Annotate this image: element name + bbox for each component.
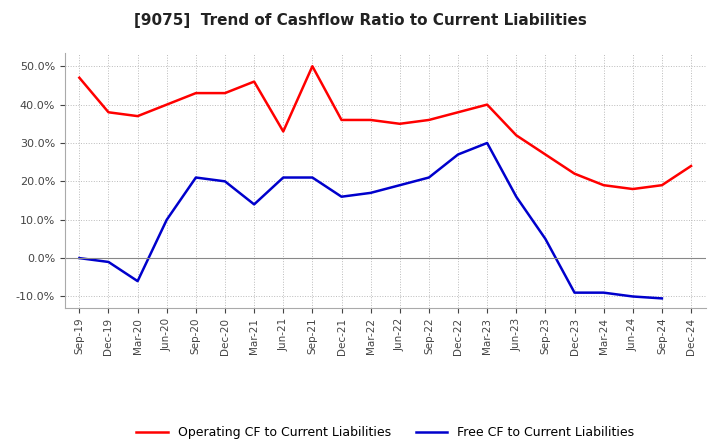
Free CF to Current Liabilities [366,190,375,195]
Operating CF to Current Liabilities [279,129,287,134]
Free CF to Current Liabilities [192,175,200,180]
Free CF to Current Liabilities [454,152,462,157]
Free CF to Current Liabilities [657,296,666,301]
Operating CF to Current Liabilities [454,110,462,115]
Legend: Operating CF to Current Liabilities, Free CF to Current Liabilities: Operating CF to Current Liabilities, Fre… [131,422,639,440]
Operating CF to Current Liabilities [512,133,521,138]
Operating CF to Current Liabilities [337,117,346,123]
Free CF to Current Liabilities [599,290,608,295]
Operating CF to Current Liabilities [570,171,579,176]
Operating CF to Current Liabilities [104,110,113,115]
Free CF to Current Liabilities [163,217,171,222]
Operating CF to Current Liabilities [220,91,229,96]
Free CF to Current Liabilities [337,194,346,199]
Free CF to Current Liabilities [250,202,258,207]
Operating CF to Current Liabilities [483,102,492,107]
Text: [9075]  Trend of Cashflow Ratio to Current Liabilities: [9075] Trend of Cashflow Ratio to Curren… [134,13,586,28]
Operating CF to Current Liabilities [541,152,550,157]
Free CF to Current Liabilities [629,294,637,299]
Operating CF to Current Liabilities [366,117,375,123]
Operating CF to Current Liabilities [192,91,200,96]
Free CF to Current Liabilities [220,179,229,184]
Operating CF to Current Liabilities [687,163,696,169]
Operating CF to Current Liabilities [425,117,433,123]
Free CF to Current Liabilities [75,256,84,261]
Operating CF to Current Liabilities [133,114,142,119]
Operating CF to Current Liabilities [657,183,666,188]
Free CF to Current Liabilities [308,175,317,180]
Free CF to Current Liabilities [133,279,142,284]
Free CF to Current Liabilities [104,259,113,264]
Free CF to Current Liabilities [279,175,287,180]
Operating CF to Current Liabilities [599,183,608,188]
Operating CF to Current Liabilities [163,102,171,107]
Free CF to Current Liabilities [395,183,404,188]
Line: Free CF to Current Liabilities: Free CF to Current Liabilities [79,143,662,298]
Free CF to Current Liabilities [425,175,433,180]
Free CF to Current Liabilities [570,290,579,295]
Free CF to Current Liabilities [512,194,521,199]
Operating CF to Current Liabilities [75,75,84,81]
Operating CF to Current Liabilities [250,79,258,84]
Operating CF to Current Liabilities [308,64,317,69]
Operating CF to Current Liabilities [629,187,637,192]
Line: Operating CF to Current Liabilities: Operating CF to Current Liabilities [79,66,691,189]
Free CF to Current Liabilities [541,236,550,242]
Free CF to Current Liabilities [483,140,492,146]
Operating CF to Current Liabilities [395,121,404,126]
